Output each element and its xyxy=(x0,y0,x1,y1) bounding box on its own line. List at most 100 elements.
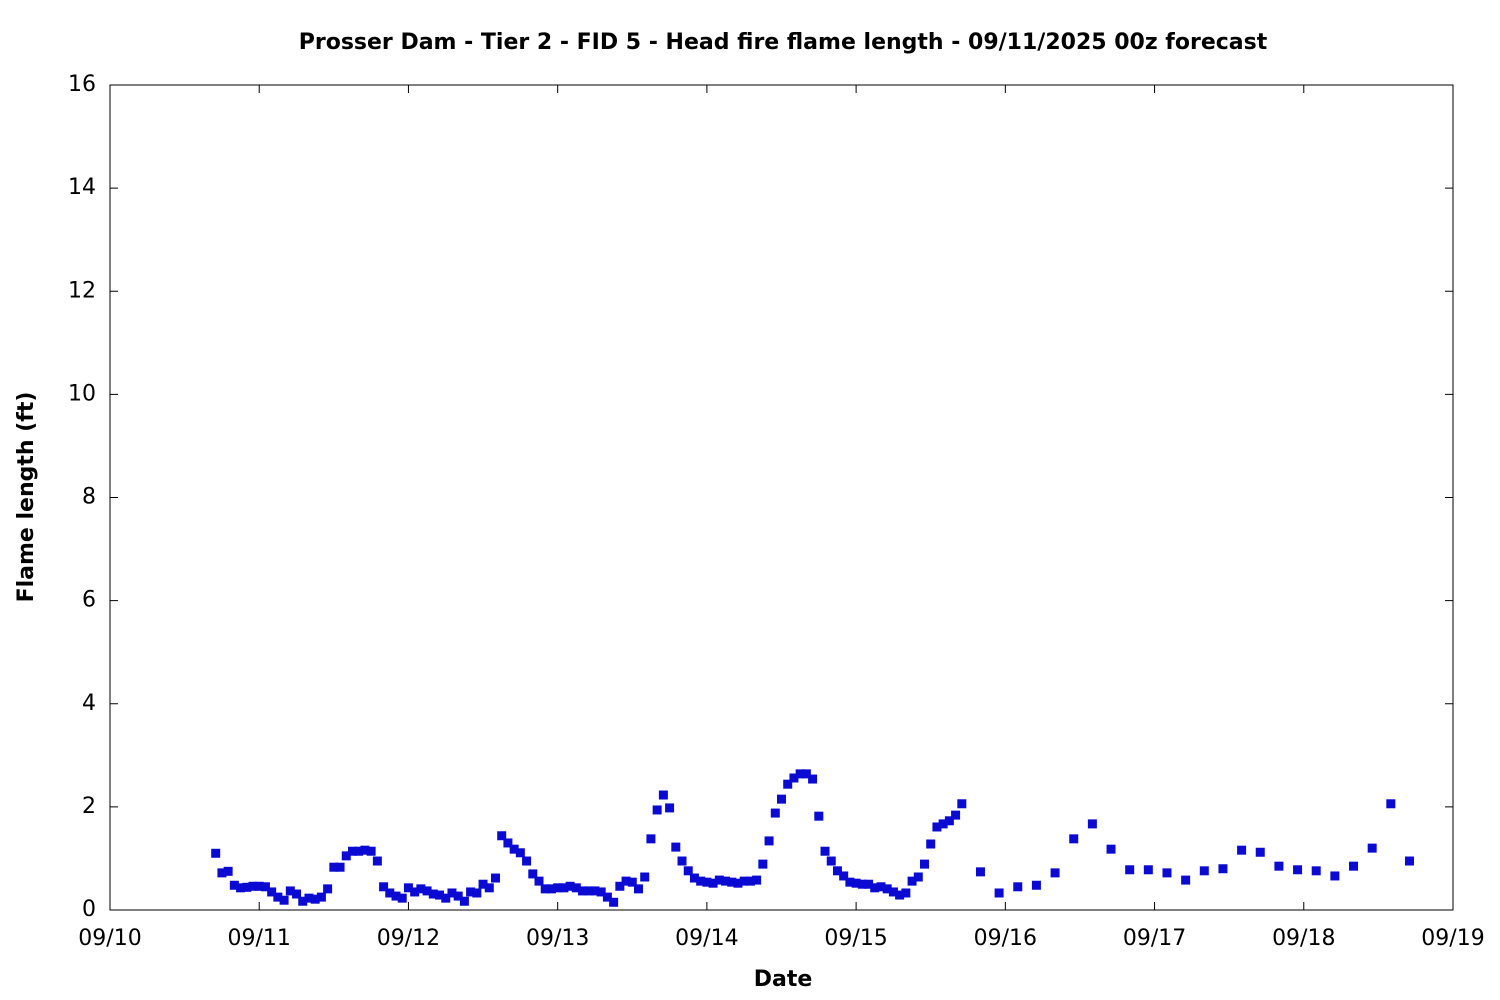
point xyxy=(1330,871,1340,881)
point xyxy=(497,831,507,841)
point xyxy=(260,882,270,892)
y-tick-label: 16 xyxy=(68,72,96,97)
point xyxy=(459,896,469,906)
point xyxy=(385,888,395,898)
point xyxy=(994,888,1004,898)
point xyxy=(745,876,755,886)
point xyxy=(584,886,594,896)
point xyxy=(857,879,867,889)
x-tick-label: 09/18 xyxy=(1272,926,1335,951)
x-tick-label: 09/11 xyxy=(228,926,291,951)
point xyxy=(602,892,612,902)
point xyxy=(938,819,948,829)
point xyxy=(752,875,762,885)
point xyxy=(646,834,656,844)
point xyxy=(795,769,805,779)
y-tick-label: 6 xyxy=(82,588,96,613)
point xyxy=(677,856,687,866)
point xyxy=(1274,861,1284,871)
point xyxy=(229,880,239,890)
point xyxy=(640,872,650,882)
point xyxy=(957,799,967,809)
point xyxy=(1367,843,1377,853)
point xyxy=(758,859,768,869)
chart-title: Prosser Dam - Tier 2 - FID 5 - Head fire… xyxy=(299,30,1268,55)
point xyxy=(609,897,619,907)
point xyxy=(727,877,737,887)
x-tick-label: 09/17 xyxy=(1123,926,1186,951)
point xyxy=(366,846,376,856)
point xyxy=(273,892,283,902)
point xyxy=(671,842,681,852)
point xyxy=(522,856,532,866)
point xyxy=(509,844,519,854)
point xyxy=(248,881,258,891)
point xyxy=(310,894,320,904)
point xyxy=(951,810,961,820)
point xyxy=(379,882,389,892)
point xyxy=(1199,866,1209,876)
point xyxy=(814,811,824,821)
point xyxy=(789,773,799,783)
point xyxy=(1255,847,1265,857)
point xyxy=(528,869,538,879)
point xyxy=(739,876,749,886)
point xyxy=(658,790,668,800)
point xyxy=(820,846,830,856)
point xyxy=(870,883,880,893)
point xyxy=(808,774,818,784)
point xyxy=(621,876,631,886)
point xyxy=(683,866,693,876)
point xyxy=(490,873,500,883)
point xyxy=(1050,868,1060,878)
point xyxy=(627,877,637,887)
point xyxy=(242,882,252,892)
point xyxy=(304,893,314,903)
point xyxy=(708,878,718,888)
point xyxy=(478,879,488,889)
point xyxy=(907,876,917,886)
point xyxy=(633,884,643,894)
point xyxy=(546,884,556,894)
point xyxy=(926,839,936,849)
point xyxy=(422,886,432,896)
point xyxy=(553,883,563,893)
point xyxy=(826,856,836,866)
point xyxy=(1404,856,1414,866)
point xyxy=(316,892,326,902)
point xyxy=(416,884,426,894)
point xyxy=(801,769,811,779)
y-tick-label: 12 xyxy=(68,278,96,303)
point xyxy=(391,891,401,901)
point xyxy=(360,845,370,855)
point xyxy=(944,816,954,826)
point xyxy=(292,889,302,899)
point xyxy=(1386,799,1396,809)
point xyxy=(341,851,351,861)
point xyxy=(403,883,413,893)
point xyxy=(864,879,874,889)
point xyxy=(1069,834,1079,844)
point xyxy=(1237,845,1247,855)
point xyxy=(1106,844,1116,854)
point xyxy=(1218,864,1228,874)
point xyxy=(397,893,407,903)
point xyxy=(1181,875,1191,885)
point xyxy=(845,877,855,887)
point xyxy=(323,884,333,894)
point xyxy=(472,888,482,898)
point xyxy=(279,895,289,905)
y-tick-label: 4 xyxy=(82,691,96,716)
point xyxy=(435,890,445,900)
point xyxy=(484,883,494,893)
point xyxy=(335,862,345,872)
point xyxy=(777,794,786,804)
point xyxy=(882,884,892,894)
plot-frame xyxy=(109,84,1454,911)
point xyxy=(702,877,712,887)
point xyxy=(689,873,699,883)
point xyxy=(1293,865,1303,875)
point xyxy=(1031,880,1041,890)
point xyxy=(714,875,724,885)
